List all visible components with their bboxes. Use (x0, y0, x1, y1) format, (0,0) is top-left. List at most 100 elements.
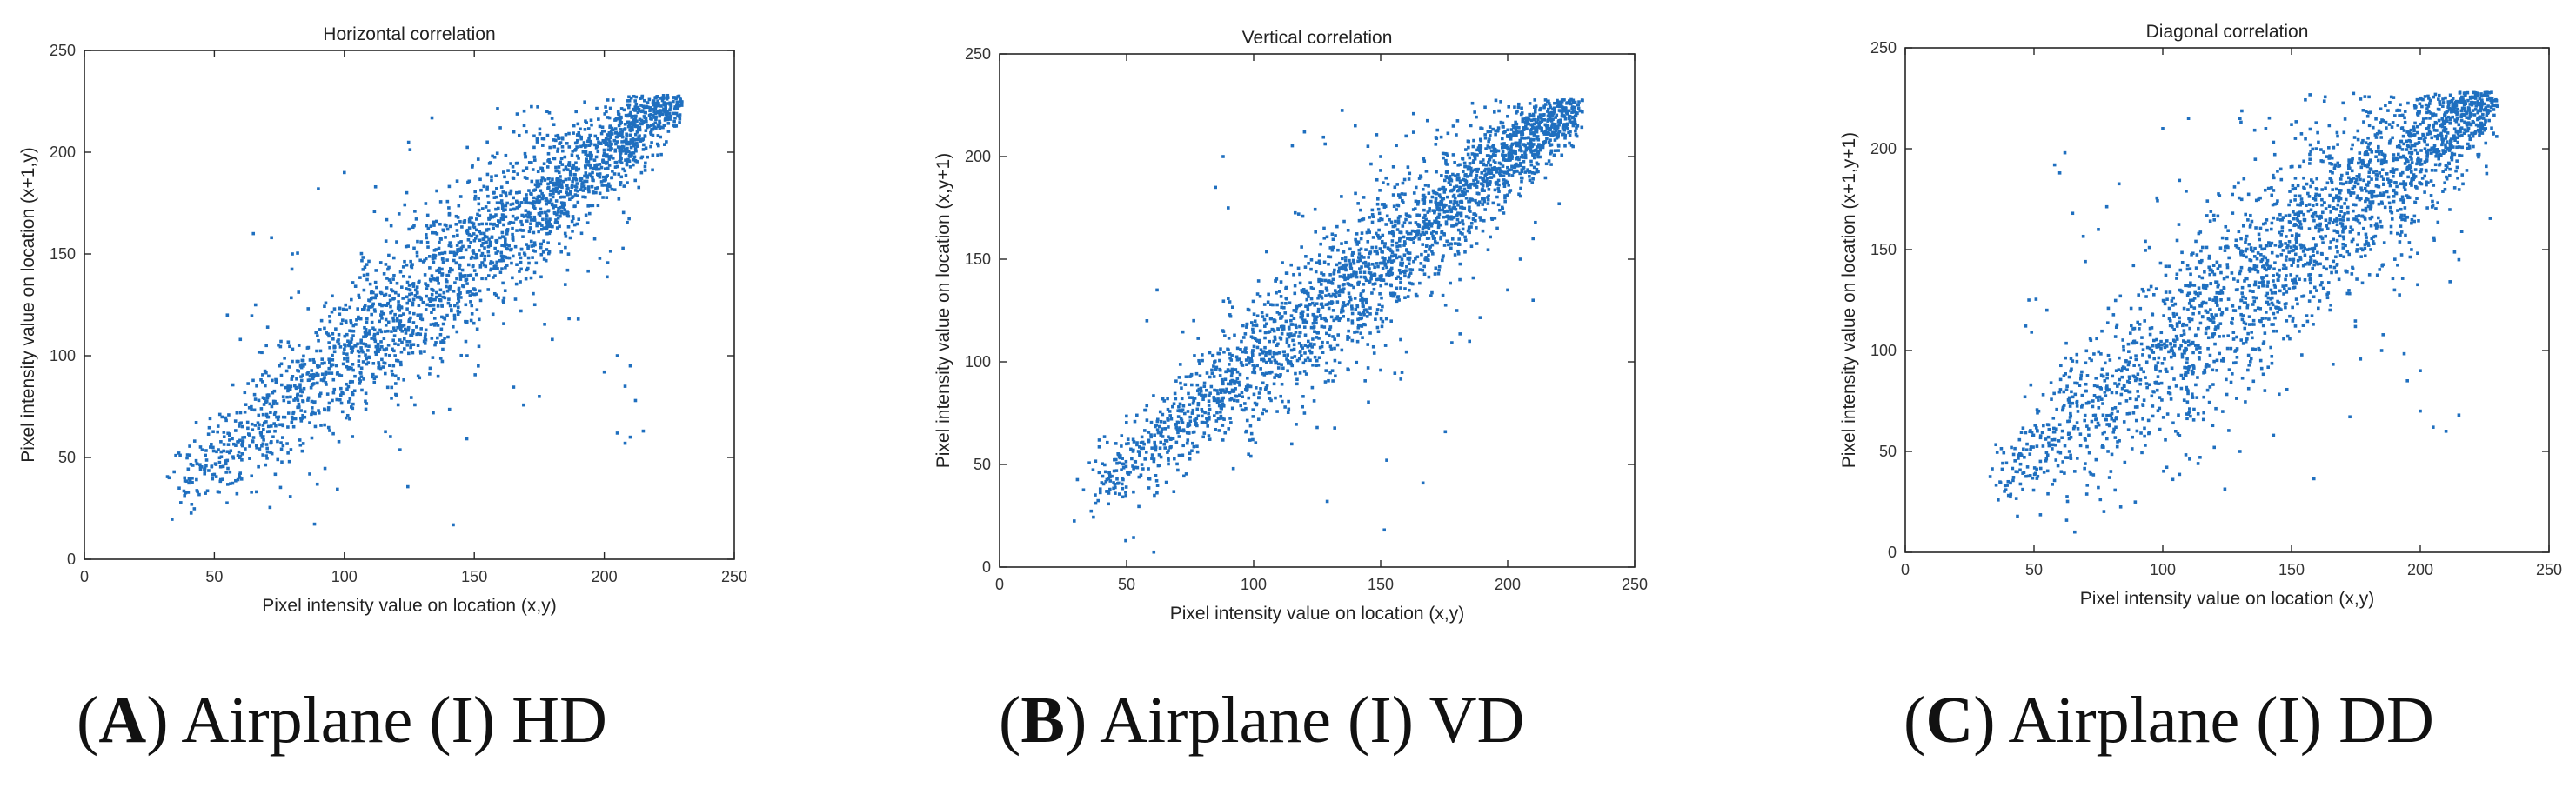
scatter-point (620, 149, 625, 153)
scatter-point (1353, 331, 1356, 334)
scatter-point (664, 104, 667, 108)
scatter-point (298, 438, 302, 442)
scatter-point (454, 223, 458, 226)
scatter-point (654, 117, 658, 122)
scatter-point (663, 143, 666, 146)
scatter-point (1542, 130, 1545, 135)
scatter-point (457, 241, 461, 244)
scatter-point (473, 197, 477, 201)
scatter-point (294, 386, 298, 391)
scatter-point (577, 157, 580, 160)
scatter-point (427, 255, 432, 258)
scatter-point (540, 224, 544, 227)
scatter-point (1131, 437, 1135, 442)
scatter-point (211, 477, 215, 481)
scatter-point (1518, 141, 1522, 144)
scatter-point (570, 153, 574, 157)
scatter-point (399, 285, 404, 289)
scatter-point (1460, 190, 1464, 193)
scatter-point (407, 298, 411, 303)
scatter-point (434, 341, 438, 344)
scatter-point (566, 225, 571, 229)
scatter-point (411, 263, 414, 266)
scatter-point (455, 251, 458, 256)
scatter-point (1115, 477, 1119, 481)
scatter-point (1422, 219, 1426, 224)
scatter-point (650, 141, 653, 144)
scatter-point (1496, 187, 1501, 190)
scatter-point (1512, 130, 1515, 135)
scatter-point (184, 479, 189, 484)
scatter-point (1362, 322, 1366, 326)
scatter-point (447, 270, 452, 274)
scatter-point (1154, 448, 1158, 452)
scatter-point (1430, 290, 1434, 295)
scatter-point (1363, 379, 1367, 383)
scatter-point (505, 243, 509, 247)
scatter-point (1306, 304, 1309, 309)
scatter-point (430, 297, 434, 302)
scatter-point (1521, 153, 1524, 157)
scatter-point (675, 107, 679, 111)
scatter-point (1245, 389, 1249, 392)
scatter-point (573, 173, 577, 177)
scatter-point (1312, 314, 1316, 318)
scatter-point (433, 277, 438, 282)
scatter-point (606, 261, 610, 264)
scatter-point (231, 437, 234, 441)
scatter-point (435, 269, 438, 273)
scatter-point (284, 385, 288, 390)
scatter-point (637, 185, 641, 190)
scatter-point (1172, 402, 1176, 406)
scatter-point (1560, 105, 1564, 109)
scatter-point (1381, 256, 1384, 260)
scatter-point (1295, 423, 1298, 426)
scatter-point (205, 489, 210, 493)
scatter-point (335, 397, 339, 402)
scatter-point (1248, 384, 1253, 389)
scatter-point (1437, 206, 1442, 210)
scatter-point (1249, 335, 1254, 339)
scatter-point (1174, 397, 1178, 401)
scatter-point (548, 192, 552, 197)
scatter-point (1532, 156, 1536, 160)
scatter-point (1440, 230, 1444, 234)
scatter-point (403, 327, 407, 331)
scatter-point (308, 472, 311, 476)
scatter-point (489, 267, 493, 271)
scatter-point (666, 122, 671, 125)
scatter-point (1388, 291, 1393, 296)
scatter-point (1323, 142, 1328, 146)
scatter-point (1340, 290, 1344, 294)
scatter-point (501, 299, 505, 303)
scatter-point (1462, 206, 1467, 210)
scatter-point (1330, 248, 1335, 252)
scatter-point (359, 366, 364, 371)
scatter-point (415, 295, 419, 299)
scatter-point (1493, 165, 1496, 170)
scatter-point (660, 98, 665, 103)
scatter-point (395, 318, 399, 323)
scatter-point (1472, 212, 1475, 216)
scatter-point (499, 194, 503, 197)
scatter-point (1434, 200, 1438, 204)
scatter-point (411, 301, 415, 304)
scatter-point (334, 364, 338, 368)
scatter-point (554, 169, 558, 173)
scatter-point (664, 116, 667, 120)
scatter-point (559, 201, 564, 204)
scatter-point (1494, 129, 1497, 133)
x-axis-label: Pixel intensity value on location (x,y) (262, 596, 557, 616)
scatter-point (1298, 331, 1302, 335)
scatter-point (357, 359, 361, 363)
scatter-point (609, 136, 612, 140)
scatter-point (221, 464, 225, 469)
scatter-point (1467, 216, 1471, 220)
scatter-point (1132, 536, 1135, 539)
scatter-point (649, 117, 652, 121)
scatter-point (1457, 176, 1461, 180)
scatter-point (1311, 337, 1315, 341)
scatter-point (1516, 105, 1521, 110)
scatter-point (540, 191, 544, 196)
scatter-point (611, 157, 615, 160)
